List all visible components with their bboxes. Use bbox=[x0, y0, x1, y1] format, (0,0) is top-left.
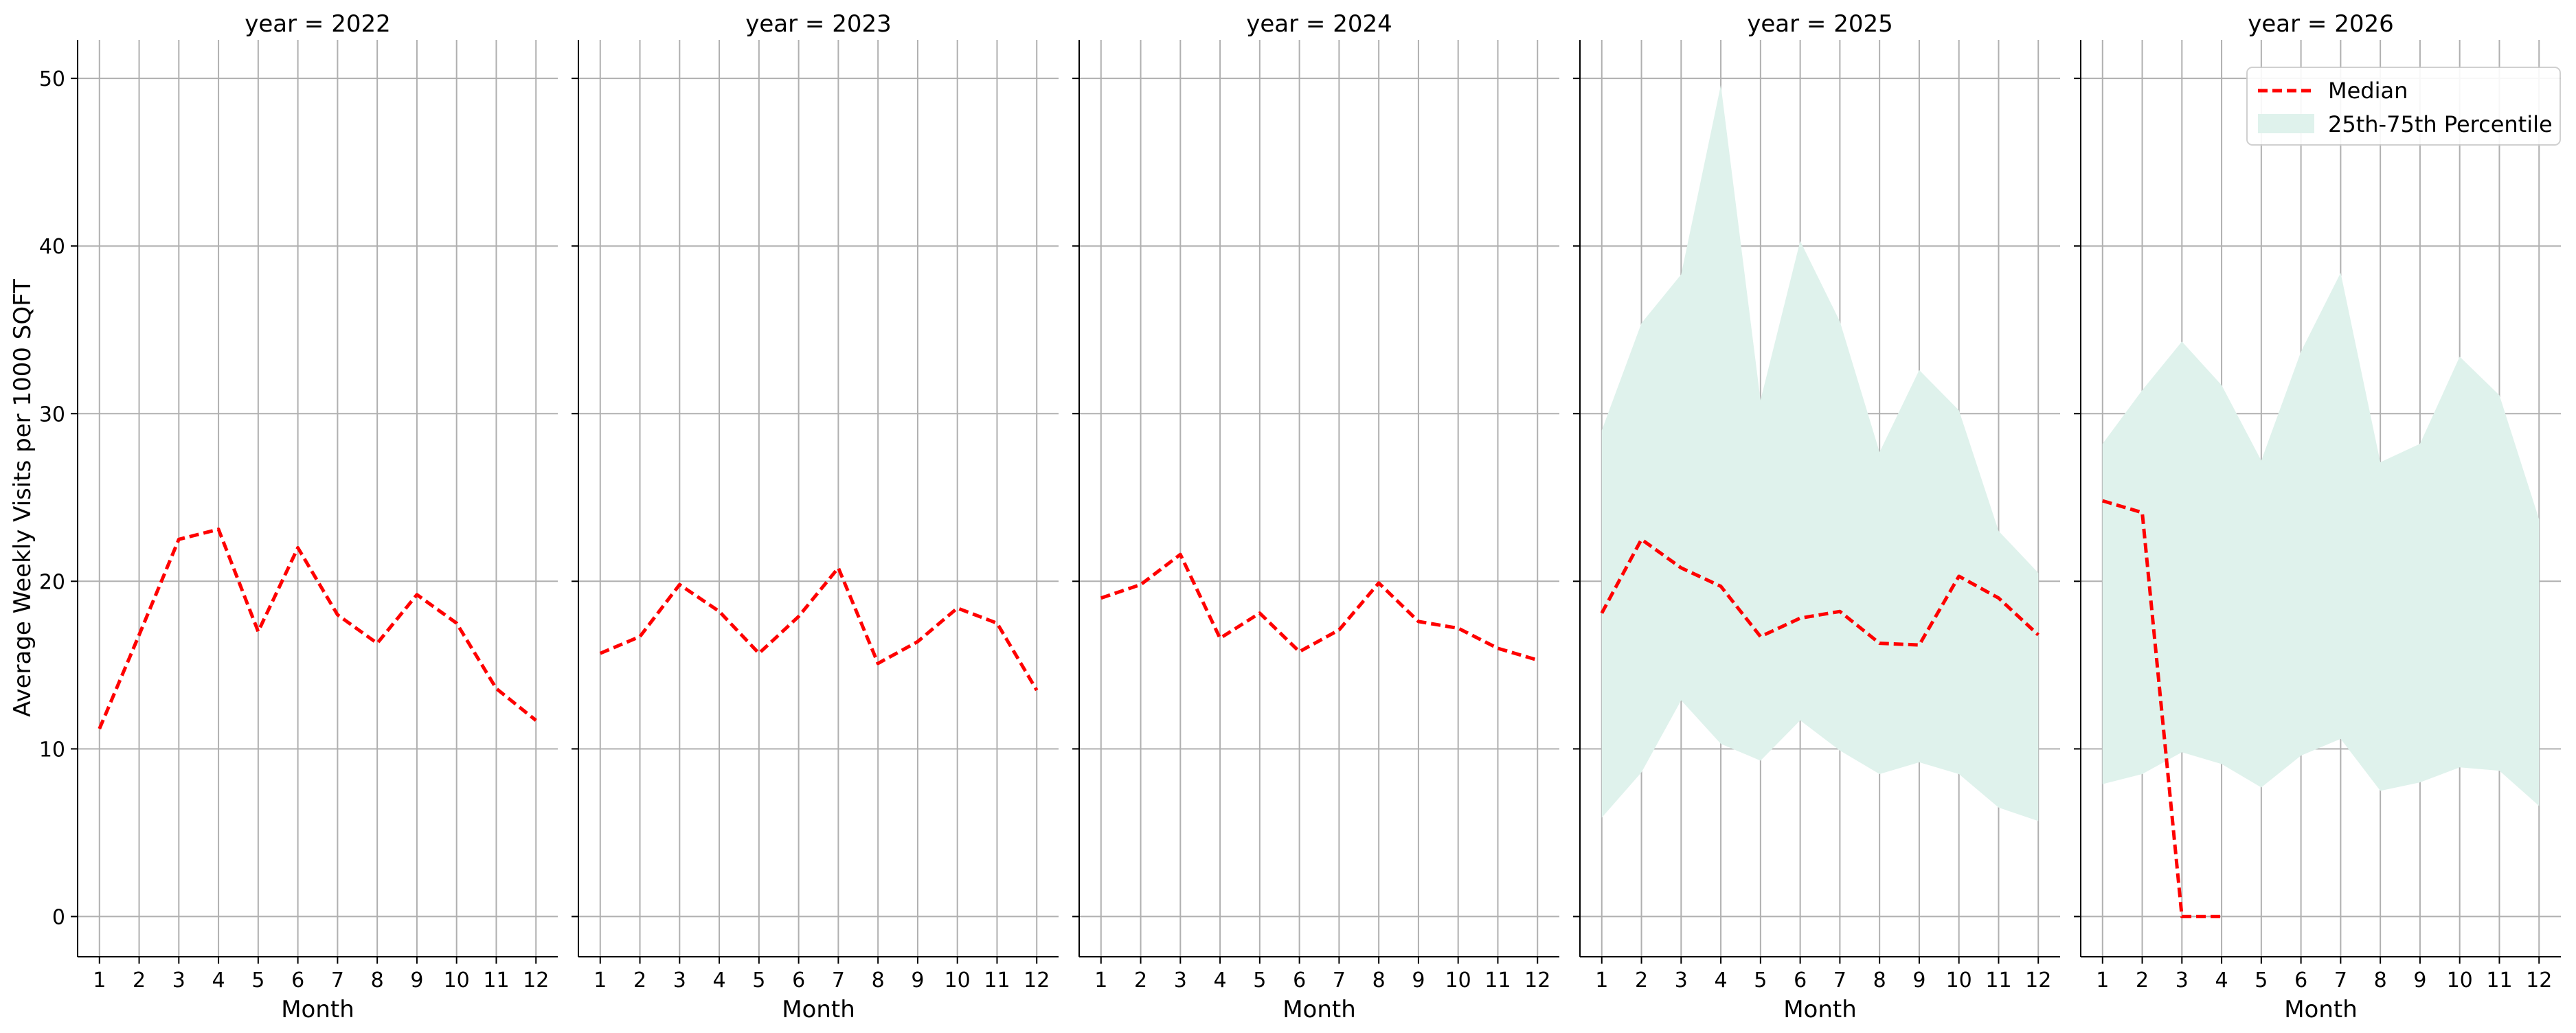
x-tick-label: 6 bbox=[1794, 968, 1807, 992]
x-tick-label: 5 bbox=[2255, 968, 2268, 992]
x-tick-label: 10 bbox=[2447, 968, 2473, 992]
panel-title: year = 2024 bbox=[1246, 10, 1392, 38]
legend-band-label: 25th-75th Percentile bbox=[2328, 111, 2553, 137]
x-tick-label: 3 bbox=[172, 968, 185, 992]
x-axis-label: Month bbox=[2284, 996, 2358, 1023]
x-axis-label: Month bbox=[281, 996, 354, 1023]
x-tick-label: 10 bbox=[444, 968, 470, 992]
x-tick-label: 7 bbox=[832, 968, 845, 992]
y-tick-label: 50 bbox=[39, 67, 65, 91]
x-tick-label: 8 bbox=[2374, 968, 2387, 992]
x-tick-label: 1 bbox=[594, 968, 607, 992]
median-line bbox=[2102, 499, 2222, 918]
x-tick-label: 11 bbox=[483, 968, 509, 992]
x-tick-label: 1 bbox=[93, 968, 106, 992]
x-tick-label: 5 bbox=[1253, 968, 1266, 992]
x-tick-label: 2 bbox=[633, 968, 646, 992]
y-axis-label: Average Weekly Visits per 1000 SQFT bbox=[9, 279, 36, 717]
x-tick-label: 11 bbox=[1985, 968, 2011, 992]
x-tick-label: 6 bbox=[2294, 968, 2307, 992]
x-tick-label: 6 bbox=[1293, 968, 1306, 992]
y-tick-label: 0 bbox=[52, 905, 65, 929]
x-tick-label: 11 bbox=[1484, 968, 1511, 992]
x-tick-label: 12 bbox=[523, 968, 549, 992]
x-tick-label: 4 bbox=[1715, 968, 1728, 992]
x-tick-label: 8 bbox=[1372, 968, 1386, 992]
x-tick-label: 6 bbox=[291, 968, 304, 992]
legend-box bbox=[2246, 67, 2561, 146]
median-line bbox=[1600, 537, 2040, 647]
legend-band-swatch bbox=[2258, 114, 2314, 133]
x-tick-label: 5 bbox=[752, 968, 765, 992]
percentile-band bbox=[2102, 273, 2540, 806]
panel-title: year = 2023 bbox=[745, 10, 891, 38]
x-tick-label: 7 bbox=[2334, 968, 2347, 992]
percentile-band bbox=[1601, 84, 2039, 821]
x-tick-label: 7 bbox=[1333, 968, 1346, 992]
x-tick-label: 11 bbox=[2486, 968, 2512, 992]
x-tick-label: 10 bbox=[1946, 968, 1972, 992]
x-tick-label: 10 bbox=[945, 968, 971, 992]
median-line bbox=[1100, 552, 1538, 662]
x-tick-label: 10 bbox=[1445, 968, 1471, 992]
x-tick-label: 2 bbox=[1134, 968, 1147, 992]
x-tick-label: 3 bbox=[673, 968, 686, 992]
x-tick-label: 9 bbox=[2413, 968, 2426, 992]
x-tick-label: 2 bbox=[133, 968, 146, 992]
x-tick-label: 1 bbox=[1094, 968, 1107, 992]
x-tick-label: 3 bbox=[1675, 968, 1688, 992]
x-tick-label: 6 bbox=[792, 968, 805, 992]
x-tick-label: 3 bbox=[2176, 968, 2189, 992]
y-tick-label: 20 bbox=[39, 570, 65, 594]
x-tick-label: 12 bbox=[2526, 968, 2552, 992]
x-tick-label: 9 bbox=[410, 968, 423, 992]
x-tick-label: 9 bbox=[1412, 968, 1425, 992]
x-tick-label: 8 bbox=[371, 968, 384, 992]
y-tick-label: 10 bbox=[39, 738, 65, 762]
x-tick-label: 8 bbox=[872, 968, 885, 992]
x-axis-label: Month bbox=[782, 996, 855, 1023]
panel-title: year = 2022 bbox=[245, 10, 390, 38]
x-tick-label: 2 bbox=[2136, 968, 2149, 992]
x-tick-label: 5 bbox=[1754, 968, 1767, 992]
median-line bbox=[599, 566, 1039, 692]
x-tick-label: 7 bbox=[1833, 968, 1846, 992]
x-tick-label: 9 bbox=[911, 968, 924, 992]
x-tick-label: 7 bbox=[331, 968, 344, 992]
y-tick-label: 30 bbox=[39, 402, 65, 427]
panel-title: year = 2026 bbox=[2248, 10, 2393, 38]
x-tick-label: 8 bbox=[1873, 968, 1886, 992]
x-tick-label: 3 bbox=[1174, 968, 1187, 992]
median-line bbox=[98, 527, 537, 730]
legend-median-label: Median bbox=[2328, 78, 2408, 104]
x-tick-label: 1 bbox=[1595, 968, 1608, 992]
x-tick-label: 2 bbox=[1635, 968, 1648, 992]
x-tick-label: 12 bbox=[2025, 968, 2051, 992]
x-tick-label: 1 bbox=[2096, 968, 2109, 992]
x-tick-label: 4 bbox=[2215, 968, 2228, 992]
x-axis-label: Month bbox=[1783, 996, 1857, 1023]
x-tick-label: 11 bbox=[984, 968, 1010, 992]
x-axis-label: Month bbox=[1283, 996, 1356, 1023]
x-tick-label: 4 bbox=[1214, 968, 1227, 992]
x-tick-label: 12 bbox=[1524, 968, 1550, 992]
panel-title: year = 2025 bbox=[1747, 10, 1893, 38]
x-tick-label: 4 bbox=[713, 968, 726, 992]
y-tick-label: 40 bbox=[39, 235, 65, 259]
x-tick-label: 12 bbox=[1024, 968, 1050, 992]
x-tick-label: 4 bbox=[212, 968, 225, 992]
x-tick-label: 5 bbox=[251, 968, 264, 992]
x-tick-label: 9 bbox=[1912, 968, 1925, 992]
